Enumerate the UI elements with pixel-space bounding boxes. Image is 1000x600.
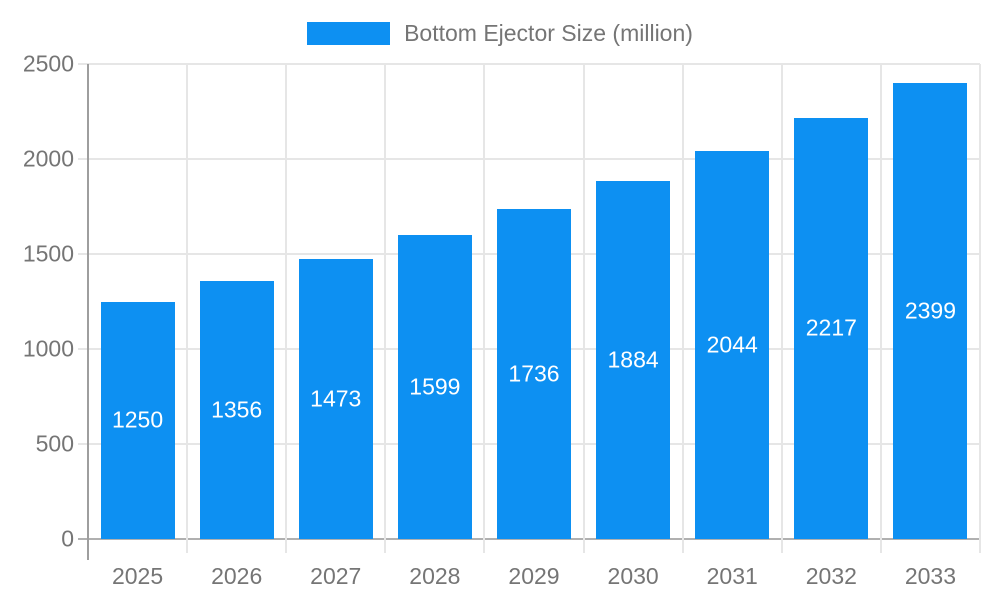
x-gridline	[879, 64, 882, 553]
bar-value-label: 1736	[508, 360, 560, 387]
bar-value-label: 1250	[111, 406, 164, 433]
y-axis-tick-label: 2500	[22, 50, 74, 77]
bar[interactable]	[695, 150, 770, 539]
x-gridline	[186, 64, 189, 553]
bar-value-label: 1599	[409, 373, 461, 400]
bar-value-label: 1884	[607, 346, 659, 373]
bar[interactable]	[100, 301, 175, 539]
y-axis-tick-label: 1500	[22, 240, 74, 267]
y-axis-line	[87, 64, 89, 560]
x-axis-tick-label: 2033	[904, 563, 957, 589]
x-gridline	[285, 64, 288, 553]
x-gridline	[384, 64, 387, 553]
y-axis-tick-label: 1000	[22, 335, 74, 362]
bar[interactable]	[893, 83, 968, 539]
x-axis-tick-label: 2031	[706, 563, 758, 589]
x-axis-tick-label: 2030	[607, 563, 659, 589]
x-gridline	[483, 64, 486, 553]
bar[interactable]	[794, 117, 869, 539]
x-gridline	[582, 64, 585, 553]
x-axis-tick-label: 2029	[508, 563, 560, 589]
legend-swatch	[307, 21, 391, 45]
bar[interactable]	[596, 181, 671, 539]
bar[interactable]	[397, 235, 472, 539]
bar-value-label: 2217	[805, 314, 857, 341]
x-axis-tick-label: 2028	[409, 563, 461, 589]
y-axis-tick-label: 0	[61, 525, 74, 552]
x-axis-tick-label: 2026	[211, 563, 263, 589]
x-gridline	[681, 64, 684, 553]
bar-value-label: 1473	[310, 385, 362, 412]
bar[interactable]	[298, 259, 373, 539]
y-gridline	[78, 538, 980, 540]
bar[interactable]	[199, 281, 274, 539]
x-gridline	[979, 64, 981, 553]
y-gridline	[78, 158, 980, 160]
x-axis-tick-label: 2027	[310, 563, 362, 589]
y-gridline	[78, 63, 980, 65]
bar[interactable]	[497, 209, 571, 539]
x-gridline	[780, 64, 783, 553]
bar-value-label: 1356	[211, 396, 263, 423]
bar-value-label: 2399	[904, 297, 957, 324]
bar-value-label: 2044	[706, 331, 758, 358]
x-axis-tick-label: 2032	[805, 563, 857, 589]
y-axis-tick-label: 2000	[22, 145, 74, 172]
legend-label: Bottom Ejector Size (million)	[404, 19, 693, 46]
x-axis-tick-label: 2025	[111, 563, 164, 589]
y-axis-tick-label: 500	[35, 430, 74, 457]
chart-legend: Bottom Ejector Size (million)	[0, 19, 1000, 46]
